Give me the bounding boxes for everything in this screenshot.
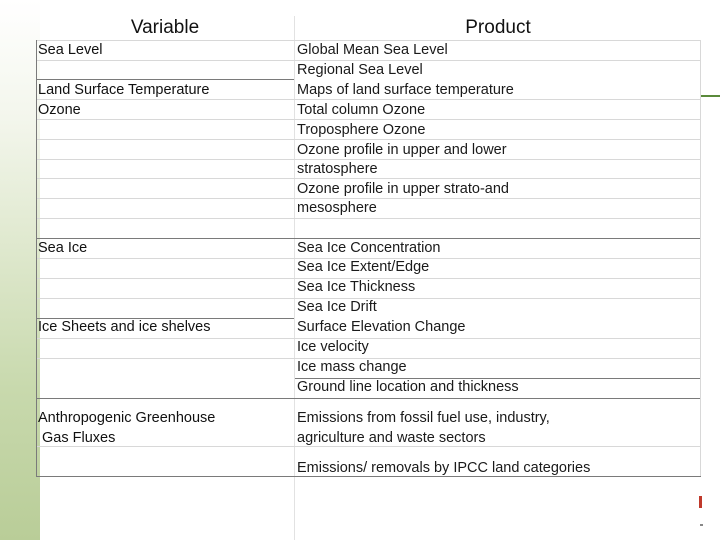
product-item: mesosphere — [297, 200, 377, 216]
row-rule — [295, 378, 701, 379]
row-rule — [36, 40, 701, 41]
row-rule — [36, 198, 701, 199]
product-column-header: Product — [465, 17, 531, 38]
product-item: Ozone profile in upper and lower — [297, 142, 507, 158]
product-item: Sea Ice Drift — [297, 299, 377, 315]
variable-ghg-fluxes-line2: Gas Fluxes — [38, 430, 116, 446]
variable-land-surface-temperature: Land Surface Temperature — [38, 82, 210, 98]
variables-products-table: Variable Product Sea Level Land Surface … — [36, 16, 701, 540]
product-item: Total column Ozone — [297, 102, 426, 118]
row-rule — [36, 278, 701, 279]
variable-ghg-fluxes: Anthropogenic Greenhouse — [38, 410, 216, 426]
product-item: Surface Elevation Change — [297, 319, 466, 335]
row-rule — [36, 60, 701, 61]
product-item: Ground line location and thickness — [297, 379, 519, 395]
row-rule — [36, 298, 701, 299]
row-rule — [36, 358, 701, 359]
table-border-left — [36, 40, 37, 476]
decorative-rule — [700, 95, 720, 97]
variable-sea-ice: Sea Ice — [38, 240, 88, 256]
product-item: Maps of land surface temperature — [297, 82, 514, 98]
row-rule — [36, 178, 701, 179]
table-border-right — [700, 40, 701, 476]
product-item: Ice mass change — [297, 359, 407, 375]
section-rule — [36, 398, 701, 399]
row-rule — [36, 139, 701, 140]
decorative-dot — [700, 524, 703, 526]
row-rule — [36, 446, 701, 447]
row-rule — [36, 338, 701, 339]
product-item: Sea Ice Extent/Edge — [297, 259, 430, 275]
variable-column-header: Variable — [130, 17, 200, 38]
variable-ice-sheets: Ice Sheets and ice shelves — [38, 319, 211, 335]
product-item: stratosphere — [297, 161, 378, 177]
row-rule — [36, 79, 294, 80]
row-rule — [36, 218, 701, 219]
product-item: Sea Ice Concentration — [297, 240, 441, 256]
row-rule — [36, 159, 701, 160]
product-item: Sea Ice Thickness — [297, 279, 416, 295]
product-item: Ozone profile in upper strato-and — [297, 181, 509, 197]
row-rule — [36, 258, 701, 259]
decorative-mark — [699, 496, 702, 508]
product-item: Regional Sea Level — [297, 62, 423, 78]
product-item: Troposphere Ozone — [297, 122, 426, 138]
row-rule — [36, 318, 294, 319]
row-rule — [36, 119, 701, 120]
row-rule — [36, 99, 701, 100]
product-item: Ice velocity — [297, 339, 369, 355]
product-item: Global Mean Sea Level — [297, 42, 448, 58]
section-rule — [36, 238, 701, 239]
variable-ozone: Ozone — [38, 102, 81, 118]
product-item: Emissions/ removals by IPCC land categor… — [297, 460, 591, 476]
product-item: Emissions from fossil fuel use, industry… — [297, 410, 550, 426]
background-gradient — [0, 0, 40, 540]
section-rule — [36, 476, 701, 477]
variable-sea-level: Sea Level — [38, 42, 103, 58]
product-item: agriculture and waste sectors — [297, 430, 486, 446]
